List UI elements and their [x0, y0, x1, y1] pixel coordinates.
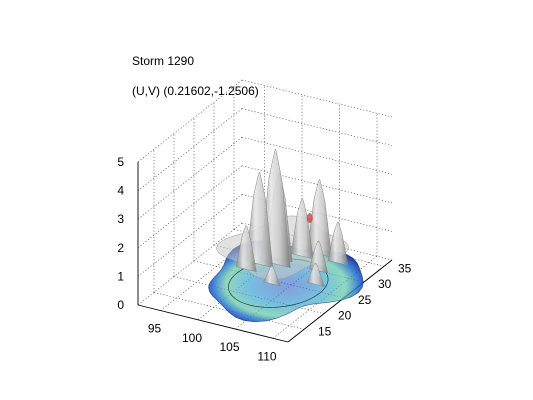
surface-peak-7	[306, 262, 325, 287]
x-tick-label: 95	[148, 322, 162, 336]
chart-subtitle: (U,V) (0.21602,-1.2506)	[132, 84, 259, 98]
surface-peak-4	[309, 240, 329, 274]
x-tick-label: 110	[257, 349, 276, 363]
surface-peak-0	[307, 179, 332, 258]
z-tick-label: 4	[117, 184, 124, 198]
grid-line-z-back	[241, 165, 393, 204]
surface-peak-6	[245, 172, 274, 268]
grid-line-z-back	[241, 79, 393, 118]
surface	[208, 149, 364, 323]
y-tick-label: 35	[398, 261, 412, 275]
grid-line-z-back	[241, 108, 393, 146]
surface-peak-1	[327, 221, 349, 266]
y-axis-line	[287, 259, 393, 343]
grid-line-z-back	[241, 136, 393, 175]
tick-labels: 0 1 2 3 4 5 95 100 105 110 15 20 25 30 35	[117, 155, 411, 363]
y-tick-label: 25	[358, 293, 372, 307]
surface-peak-9	[263, 265, 281, 287]
surface-peak-2	[290, 198, 314, 260]
y-tick-label: 15	[318, 324, 332, 338]
surface-peak-8	[235, 225, 257, 273]
surface-red-spot	[306, 213, 313, 224]
z-tick-label: 1	[117, 269, 124, 283]
z-tick-label: 0	[117, 298, 124, 312]
x-tick-label: 100	[182, 331, 202, 345]
z-tick-label: 2	[117, 241, 124, 255]
y-tick-label: 30	[378, 277, 392, 291]
y-tick-label: 20	[338, 309, 352, 323]
z-tick-label: 3	[117, 212, 124, 226]
x-tick-label: 105	[219, 340, 239, 354]
z-tick-label: 5	[117, 155, 124, 169]
x-axis-line	[137, 304, 289, 343]
chart-title: Storm 1290	[132, 54, 195, 68]
axes	[137, 162, 393, 343]
